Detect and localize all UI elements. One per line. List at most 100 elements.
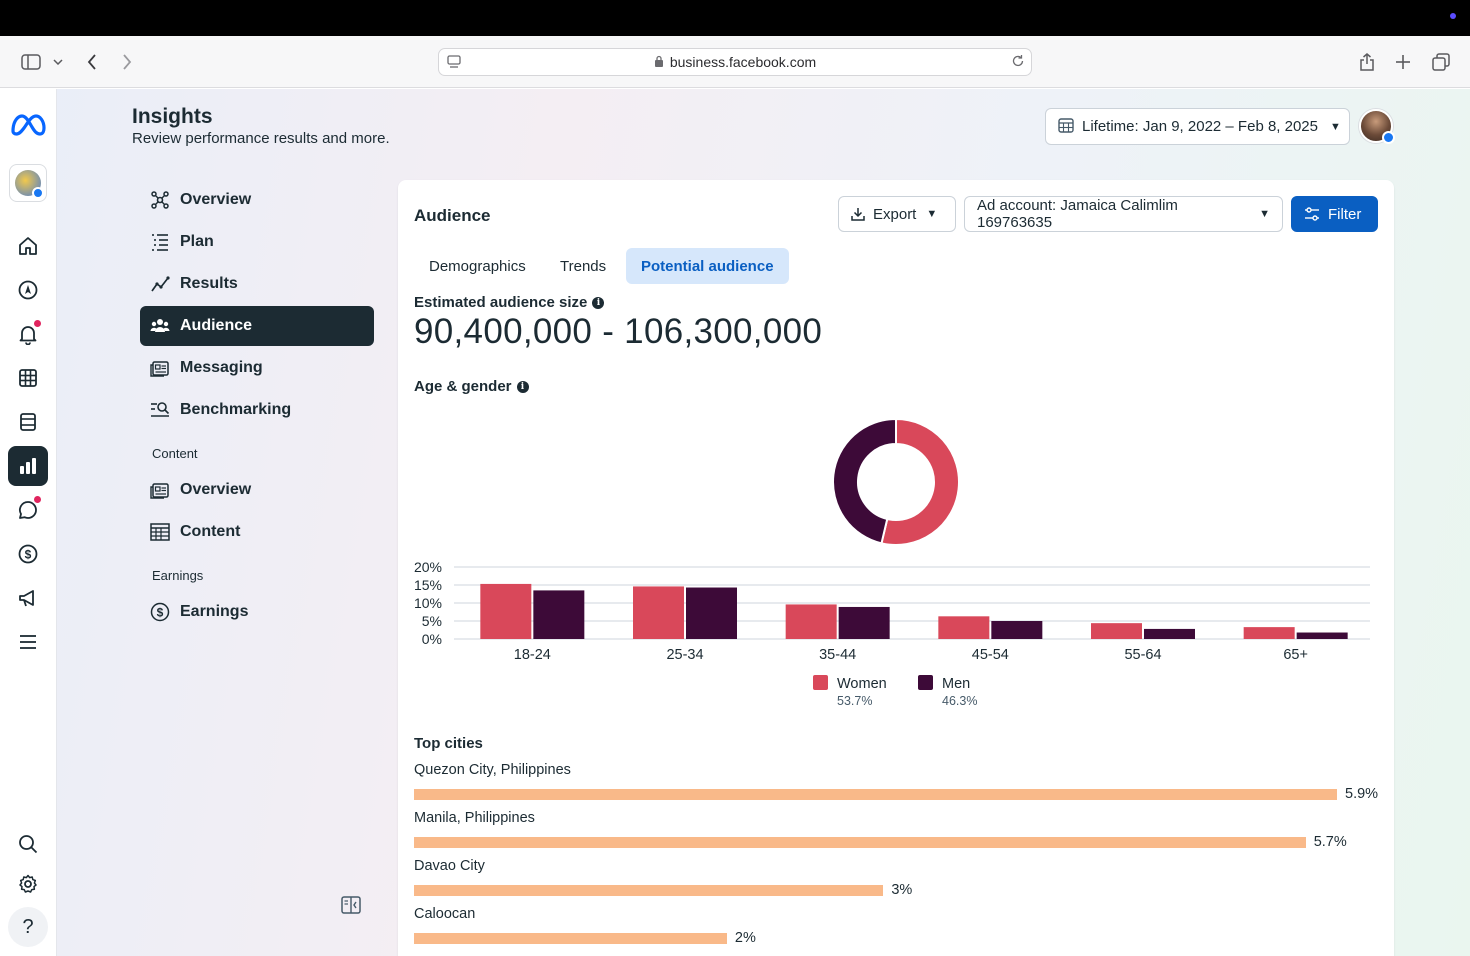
nav-item-plan[interactable]: Plan xyxy=(140,222,374,262)
card-title: Audience xyxy=(414,206,491,225)
monetization-dollar-icon[interactable]: $ xyxy=(8,534,48,574)
info-icon[interactable]: i xyxy=(516,380,529,393)
benchmarking-icon xyxy=(150,400,170,420)
insights-chart-icon[interactable] xyxy=(8,446,48,486)
nav-item-earnings[interactable]: $ Earnings xyxy=(140,592,374,632)
bar-women-18-24 xyxy=(480,583,532,639)
city-row: Davao City 3% xyxy=(414,858,1384,898)
collapse-panel-icon[interactable] xyxy=(341,895,363,917)
caret-down-icon: ▼ xyxy=(1330,120,1341,133)
menu-icon[interactable] xyxy=(8,622,48,662)
export-button[interactable]: Export ▼ xyxy=(838,196,956,232)
y-tick-label: 20% xyxy=(414,559,442,575)
help-icon[interactable]: ? xyxy=(8,907,48,947)
browser-toolbar: business.facebook.com xyxy=(0,36,1470,88)
nav-item-messaging[interactable]: Messaging xyxy=(140,348,374,388)
system-status-bar xyxy=(0,0,1470,36)
city-bar-row: 2% xyxy=(414,930,1384,946)
megaphone-icon[interactable] xyxy=(8,578,48,618)
svg-text:$: $ xyxy=(157,606,164,620)
age-gender-heading: Age & gender i xyxy=(414,378,529,395)
caret-down-icon: ▼ xyxy=(926,208,938,220)
city-bar xyxy=(414,932,727,944)
profile-avatar[interactable] xyxy=(1359,109,1395,144)
new-tab-icon[interactable] xyxy=(1391,50,1415,74)
bar-men-45-54 xyxy=(991,621,1043,639)
bar-women-65+ xyxy=(1243,627,1295,639)
ad-account-select[interactable]: Ad account: Jamaica Calimlim 169763635 ▼ xyxy=(964,196,1283,232)
audience-card: Audience Export ▼ Ad account: Jamaica Ca… xyxy=(398,180,1394,956)
chat-bubble-icon[interactable] xyxy=(8,490,48,530)
home-icon[interactable] xyxy=(8,226,48,266)
url-text: business.facebook.com xyxy=(669,54,817,70)
filter-button[interactable]: Filter xyxy=(1291,196,1378,232)
export-label: Export xyxy=(873,205,917,223)
posts-stack-icon[interactable] xyxy=(8,402,48,442)
city-name: Quezon City, Philippines xyxy=(414,762,571,778)
nav-item-label: Results xyxy=(180,275,238,292)
nav-item-overview[interactable]: Overview xyxy=(140,180,374,220)
business-account-avatar[interactable] xyxy=(9,164,47,202)
chevron-down-icon[interactable] xyxy=(50,50,66,74)
search-icon[interactable] xyxy=(8,824,48,864)
tab-demographics[interactable]: Demographics xyxy=(429,257,526,275)
city-bar-row: 3% xyxy=(414,882,1384,898)
sidebar-toggle-icon[interactable] xyxy=(18,50,44,74)
nav-item-benchmarking[interactable]: Benchmarking xyxy=(140,390,374,430)
tab-trends[interactable]: Trends xyxy=(560,257,607,275)
city-percent: 3% xyxy=(891,882,913,898)
legend-share: 46.3% xyxy=(942,694,977,705)
tab-potential-audience[interactable]: Potential audience xyxy=(626,248,789,284)
bar-men-65+ xyxy=(1296,632,1348,639)
city-percent: 2% xyxy=(734,930,756,946)
top-cities-label: Top cities xyxy=(414,735,483,752)
facebook-badge-icon xyxy=(1382,131,1395,144)
x-tick-label: 35-44 xyxy=(819,647,856,663)
reload-icon[interactable] xyxy=(1011,54,1025,71)
content-table-icon xyxy=(150,522,170,542)
legend-swatch-men xyxy=(918,675,933,690)
nav-item-content-overview[interactable]: Overview xyxy=(140,470,374,510)
y-tick-label: 15% xyxy=(414,577,442,593)
back-icon[interactable] xyxy=(80,50,104,74)
y-tick-label: 5% xyxy=(422,613,442,629)
nav-section-earnings: Earnings xyxy=(152,568,204,583)
calendar-icon xyxy=(1058,117,1074,137)
date-range-picker[interactable]: Lifetime: Jan 9, 2022 – Feb 8, 2025 ▼ xyxy=(1045,108,1350,145)
legend-swatch-women xyxy=(813,675,828,690)
bar-women-55-64 xyxy=(1091,623,1142,639)
nav-item-results[interactable]: Results xyxy=(140,264,374,304)
nav-item-content[interactable]: Content xyxy=(140,512,374,552)
info-icon[interactable]: i xyxy=(592,296,605,309)
status-indicator-dot xyxy=(1450,13,1456,19)
forward-icon[interactable] xyxy=(115,50,139,74)
city-name: Caloocan xyxy=(414,906,476,922)
top-cities-heading: Top cities xyxy=(414,735,483,752)
nav-item-audience[interactable]: Audience xyxy=(140,306,374,346)
app-area: $ ? Insights Review performance results … xyxy=(0,89,1470,956)
meta-logo-icon[interactable] xyxy=(8,105,48,145)
city-row: Manila, Philippines 5.7% xyxy=(414,810,1384,850)
city-percent: 5.9% xyxy=(1345,786,1379,802)
chat-badge xyxy=(34,496,41,503)
facebook-badge-icon xyxy=(32,187,44,199)
content-overview-icon xyxy=(150,480,170,500)
address-bar[interactable]: business.facebook.com xyxy=(438,48,1032,76)
donut-slice-men xyxy=(832,417,897,545)
compass-icon[interactable] xyxy=(8,270,48,310)
legend-share: 53.7% xyxy=(837,694,872,705)
notifications-icon[interactable] xyxy=(8,314,48,354)
city-bar xyxy=(414,836,1306,848)
bar-women-35-44 xyxy=(785,604,837,639)
table-grid-icon[interactable] xyxy=(8,358,48,398)
caret-down-icon: ▼ xyxy=(1259,208,1270,220)
city-row: Caloocan 2% xyxy=(414,906,1384,946)
share-icon[interactable] xyxy=(1355,50,1379,74)
page-settings-icon[interactable] xyxy=(447,55,461,72)
x-tick-label: 18-24 xyxy=(514,647,551,663)
svg-text:$: $ xyxy=(25,548,32,562)
gear-icon[interactable] xyxy=(8,864,48,904)
nav-item-label: Messaging xyxy=(180,359,263,376)
results-icon xyxy=(150,274,170,294)
tab-overview-icon[interactable] xyxy=(1429,50,1453,74)
